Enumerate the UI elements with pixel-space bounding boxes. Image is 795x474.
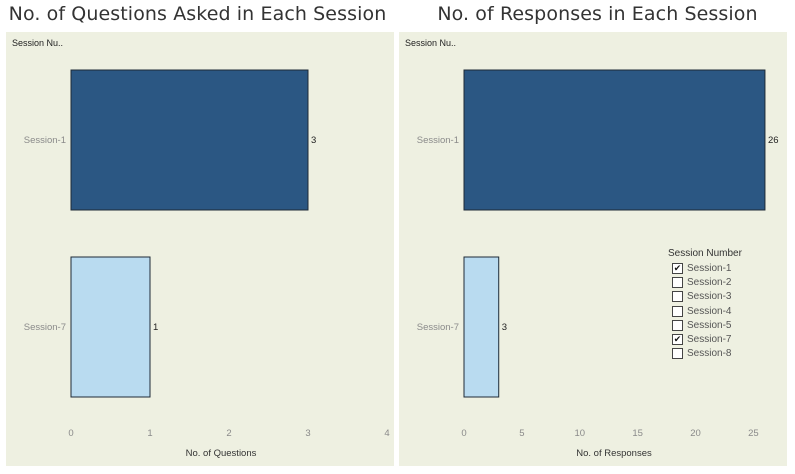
legend-item-label: Session-1 [687,262,732,274]
bar-session-7 [70,256,151,398]
legend-checkbox[interactable] [672,276,683,288]
x-tick-label: 2 [226,428,231,439]
legend-item-label: Session-8 [687,348,732,360]
x-axis-label: No. of Responses [576,448,652,459]
data-label: 3 [311,135,316,146]
legend-item-label: Session-2 [687,276,732,288]
legend-title: Session Number [668,248,742,259]
legend-checkbox[interactable] [672,305,683,317]
legend-item-session-1[interactable]: ✔ Session-1 [668,261,742,275]
legend-item-session-3[interactable]: Session-3 [668,290,742,304]
x-tick-label: 10 [574,428,585,439]
legend-checkbox[interactable] [672,319,683,331]
legend-item-label: Session-3 [687,291,732,303]
legend-item-session-4[interactable]: Session-4 [668,304,742,318]
row-header-label[interactable]: Session Nu.. [12,38,64,48]
x-tick-label: 25 [748,428,759,439]
legend-item-label: Session-4 [687,305,732,317]
bar-session-1 [463,69,766,211]
x-tick-label: 1 [147,428,152,439]
legend-checkbox[interactable] [672,348,683,360]
legend-item-label: Session-5 [687,319,732,331]
legend-item-session-8[interactable]: Session-8 [668,347,742,361]
row-header-label[interactable]: Session Nu.. [405,38,457,48]
legend-checkbox[interactable]: ✔ [672,334,683,346]
data-label: 1 [153,322,158,333]
bar-session-1 [70,69,309,211]
legend-checkbox[interactable]: ✔ [672,262,683,274]
legend-item-label: Session-7 [687,334,732,346]
questions-chart-panel: Session Nu.. Session-1 3 Session-7 1 0 1 2 3 4 No… [6,32,394,466]
responses-chart-panel: Session Nu.. Session-1 26 Session-7 3 0 5 10 15… [399,32,787,466]
x-tick-label: 15 [632,428,643,439]
x-tick-label: 20 [690,428,701,439]
x-tick-label: 4 [384,428,389,439]
right-chart-title: No. of Responses in Each Session [437,3,758,25]
category-label: Session-7 [24,322,66,333]
data-label: 26 [768,135,779,146]
data-label: 3 [502,322,507,333]
legend-item-session-5[interactable]: Session-5 [668,318,742,332]
bar-session-7 [463,256,500,398]
x-tick-label: 3 [305,428,310,439]
x-tick-label: 0 [68,428,73,439]
x-tick-label: 0 [461,428,466,439]
session-number-legend: Session Number ✔ Session-1 Session-2 Sessio… [668,248,742,361]
x-tick-label: 5 [519,428,524,439]
category-label: Session-1 [24,135,66,146]
category-label: Session-1 [417,135,459,146]
legend-item-session-2[interactable]: Session-2 [668,275,742,289]
category-label: Session-7 [417,322,459,333]
legend-checkbox[interactable] [672,291,683,303]
x-axis-label: No. of Questions [186,448,257,459]
responses-bar-chart: Session-1 26 Session-7 3 0 5 10 15 20 25 No. of Re… [417,69,779,459]
legend-item-session-7[interactable]: ✔ Session-7 [668,332,742,346]
questions-bar-chart: Session-1 3 Session-7 1 0 1 2 3 4 No. of Question… [24,69,390,459]
left-chart-title: No. of Questions Asked in Each Session [8,3,387,25]
